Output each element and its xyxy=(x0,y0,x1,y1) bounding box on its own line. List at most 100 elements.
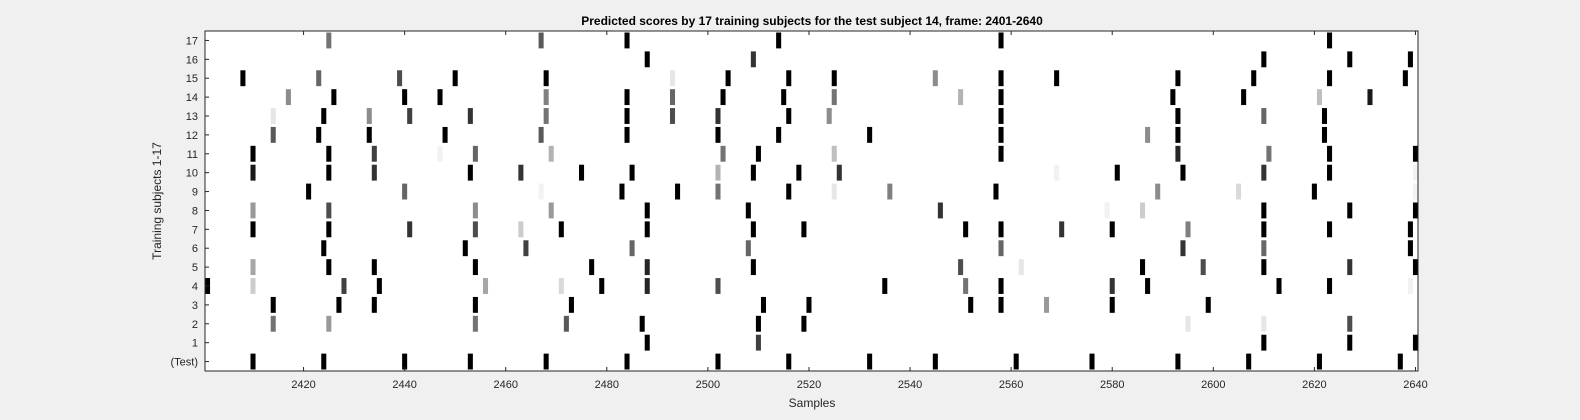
heatmap-cell xyxy=(1175,145,1181,162)
heatmap-cell xyxy=(760,296,767,313)
heatmap-cell xyxy=(366,108,372,124)
heatmap-cell xyxy=(644,202,650,219)
heatmap-cell xyxy=(341,278,347,294)
heatmap-cell xyxy=(326,315,332,332)
heatmap-cell xyxy=(1316,89,1322,106)
heatmap-cell xyxy=(831,70,837,87)
heatmap-cell xyxy=(437,89,443,106)
heatmap-cell xyxy=(326,202,332,219)
heatmap-cell xyxy=(1327,164,1333,181)
heatmap-cell xyxy=(755,145,761,162)
heatmap-cell xyxy=(998,145,1004,162)
y-tick-label: 9 xyxy=(192,187,198,199)
heatmap-cell xyxy=(629,240,635,257)
heatmap-cell xyxy=(1397,353,1403,370)
heatmap-cell xyxy=(1054,164,1060,181)
heatmap-cell xyxy=(1175,108,1181,124)
heatmap-cell xyxy=(619,183,625,200)
heatmap-cell xyxy=(1043,296,1050,313)
heatmap-cell xyxy=(750,259,756,276)
y-tick-label: 5 xyxy=(192,262,198,274)
heatmap-cell xyxy=(998,240,1004,257)
heatmap-cell xyxy=(472,221,478,238)
heatmap-cell xyxy=(1261,259,1267,276)
heatmap-cell xyxy=(715,183,721,200)
heatmap-cell xyxy=(1089,353,1095,370)
heatmap-cell xyxy=(371,164,377,181)
x-tick-label: 2540 xyxy=(898,379,922,391)
heatmap-cell xyxy=(467,353,473,370)
heatmap-cell xyxy=(786,183,792,200)
heatmap-cell xyxy=(1018,259,1024,276)
x-tick-label: 2440 xyxy=(392,379,416,391)
y-tick-label: 13 xyxy=(186,111,198,123)
heatmap-cell xyxy=(937,202,943,219)
heatmap-cell xyxy=(1327,70,1333,87)
heatmap-cell xyxy=(548,202,554,219)
heatmap-cell xyxy=(1402,70,1408,87)
heatmap-cell xyxy=(801,221,807,238)
heatmap-cell xyxy=(669,108,676,124)
y-tick-label: 6 xyxy=(192,243,198,255)
heatmap-cell xyxy=(1261,202,1267,219)
heatmap-cell xyxy=(993,183,999,200)
heatmap-cell xyxy=(867,126,873,143)
heatmap-cell xyxy=(963,278,969,294)
x-tick-label: 2560 xyxy=(999,379,1023,391)
heatmap-cell xyxy=(543,353,549,370)
heatmap-cell xyxy=(538,126,544,143)
y-tick-label: 1 xyxy=(192,338,198,350)
heatmap-cell xyxy=(250,278,256,294)
plot-area xyxy=(205,31,1418,371)
heatmap-cell xyxy=(1321,108,1328,124)
heatmap-cell xyxy=(1013,353,1019,370)
heatmap-cell xyxy=(376,278,382,294)
heatmap-cell xyxy=(1327,145,1333,162)
heatmap-cell xyxy=(1241,89,1247,106)
heatmap-cell xyxy=(998,296,1004,313)
heatmap-cell xyxy=(624,89,630,106)
heatmap-cell xyxy=(1321,126,1328,143)
heatmap-cell xyxy=(836,164,842,181)
heatmap-cell xyxy=(472,259,478,276)
heatmap-cell xyxy=(1185,221,1191,238)
heatmap-cell xyxy=(801,315,807,332)
heatmap-cell xyxy=(755,334,761,351)
heatmap-cell xyxy=(1104,202,1110,219)
heatmap-cell xyxy=(472,202,478,219)
heatmap-cell xyxy=(1407,221,1413,238)
heatmap-cell xyxy=(316,70,322,87)
heatmap-cell xyxy=(745,240,751,257)
heatmap-cell xyxy=(1170,89,1176,106)
heatmap-cell xyxy=(1145,126,1151,143)
heatmap-cell xyxy=(1412,202,1418,219)
heatmap-cell xyxy=(407,221,413,238)
heatmap-cell xyxy=(968,296,974,313)
x-tick-label: 2420 xyxy=(291,379,315,391)
heatmap-cell xyxy=(1412,145,1418,162)
heatmap-cell xyxy=(715,126,721,143)
heatmap-cell xyxy=(1145,278,1151,294)
heatmap-cell xyxy=(624,353,630,370)
heatmap-cell xyxy=(1054,70,1060,87)
y-tick-label: 3 xyxy=(192,300,198,312)
heatmap-cell xyxy=(270,108,276,124)
y-tick-label: 10 xyxy=(186,168,198,180)
heatmap-cell xyxy=(1251,70,1257,87)
heatmap-cell xyxy=(558,278,564,294)
heatmap-cell xyxy=(467,164,473,181)
axis-ticks: 2420 2440 2460 2480 2500 2520 2540 2560 2580 2600… xyxy=(171,31,1428,391)
x-tick-label: 2500 xyxy=(696,379,720,391)
heatmap-cell xyxy=(326,145,332,162)
heatmap-cell xyxy=(786,70,792,87)
heatmap-cell xyxy=(1200,259,1206,276)
y-tick-label: 2 xyxy=(192,319,198,331)
heatmap-cell xyxy=(563,315,569,332)
heatmap-cell xyxy=(270,126,276,143)
heatmap-cell xyxy=(407,108,413,124)
heatmap-cell xyxy=(669,70,676,87)
heatmap-cell xyxy=(786,353,792,370)
heatmap-cell xyxy=(725,70,731,87)
heatmap-cell xyxy=(326,221,332,238)
heatmap-cell xyxy=(1367,89,1373,106)
